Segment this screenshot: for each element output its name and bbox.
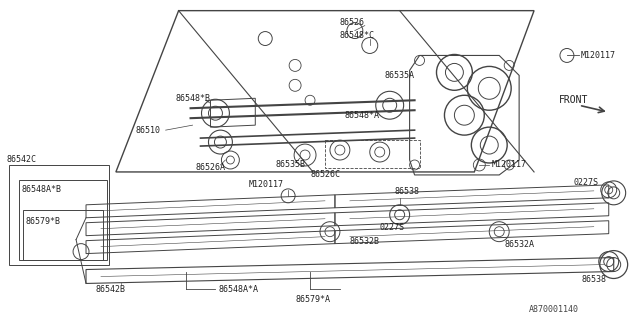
Text: 86548*C: 86548*C [340, 31, 375, 40]
Text: 86548A*B: 86548A*B [21, 185, 61, 194]
Text: 0227S: 0227S [380, 223, 404, 232]
Bar [19, 180, 107, 260]
Text: 86542C: 86542C [6, 156, 36, 164]
Text: 86579*A: 86579*A [295, 295, 330, 304]
Text: 0227S: 0227S [574, 179, 599, 188]
Text: M120117: M120117 [492, 160, 526, 170]
Text: 86579*B: 86579*B [26, 217, 60, 226]
Text: 86538: 86538 [582, 275, 607, 284]
Bar [10, 165, 109, 265]
Text: 86542B: 86542B [96, 285, 126, 294]
Text: A870001140: A870001140 [529, 305, 579, 314]
Text: M120117: M120117 [581, 51, 616, 60]
Text: M120117: M120117 [248, 180, 284, 189]
Text: FRONT: FRONT [559, 95, 588, 105]
Text: 86526A: 86526A [196, 164, 225, 172]
Text: 86548A*A: 86548A*A [218, 285, 259, 294]
Text: 86535B: 86535B [275, 160, 305, 170]
Text: 86526C: 86526C [310, 171, 340, 180]
Text: 86510: 86510 [136, 126, 161, 135]
Text: 86532B: 86532B [350, 237, 380, 246]
Text: 86526: 86526 [340, 18, 365, 27]
Bar [23, 210, 103, 260]
Text: 86548*A: 86548*A [345, 111, 380, 120]
Text: 86538: 86538 [395, 188, 420, 196]
Text: 86532A: 86532A [504, 240, 534, 249]
Text: 86548*B: 86548*B [175, 94, 211, 103]
Text: 86535A: 86535A [385, 71, 415, 80]
